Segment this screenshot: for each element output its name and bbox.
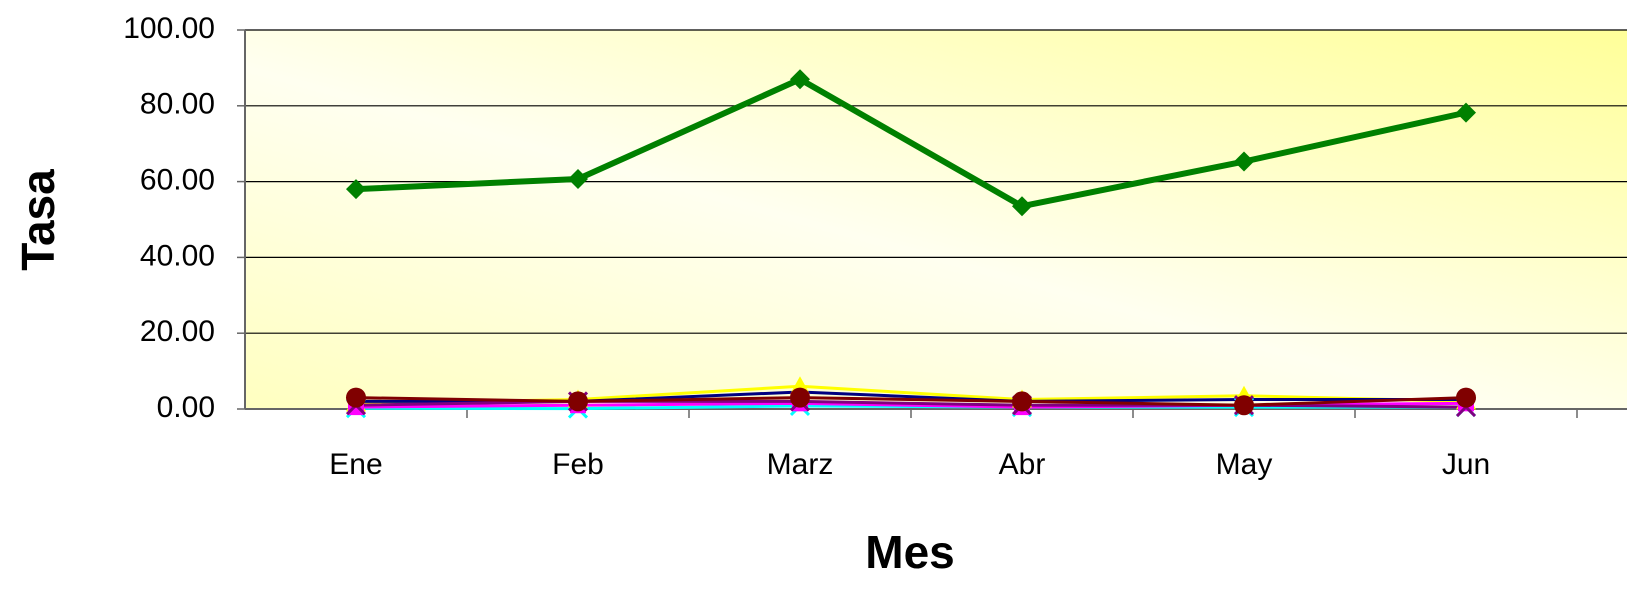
marker [346, 179, 366, 200]
plot-area [245, 30, 1627, 409]
x-axis-title: Mes [865, 526, 954, 578]
marker [568, 168, 588, 189]
x-tick-label: Abr [999, 448, 1046, 481]
marker [790, 69, 810, 90]
x-tick-label: Marz [767, 448, 834, 481]
marker [1456, 102, 1476, 123]
series-line [355, 76, 1467, 210]
x-tick-label: Jun [1442, 448, 1490, 481]
y-tick-label: 20.00 [140, 315, 215, 348]
y-tick-label: 0.00 [157, 391, 215, 424]
x-tick-label: Ene [329, 448, 382, 481]
y-tick-label: 80.00 [140, 88, 215, 121]
marker [1012, 196, 1032, 217]
y-tick-label: 100.00 [123, 12, 215, 45]
y-tick-label: 40.00 [140, 239, 215, 272]
marker [1234, 395, 1254, 416]
series-line [355, 396, 1467, 407]
marker [1012, 391, 1032, 412]
y-axis-title: Tasa [12, 169, 64, 271]
marker [1456, 387, 1476, 408]
marker [568, 391, 588, 412]
marker [790, 387, 810, 408]
y-tick-label: 60.00 [140, 164, 215, 197]
marker [346, 387, 366, 408]
x-tick-label: May [1216, 448, 1273, 481]
x-tick-label: Feb [552, 448, 604, 481]
marker [1234, 151, 1254, 172]
